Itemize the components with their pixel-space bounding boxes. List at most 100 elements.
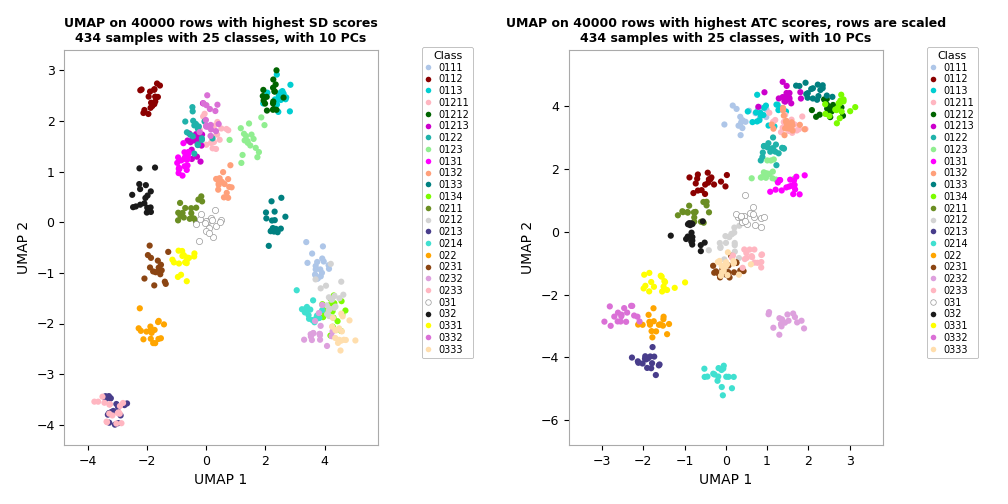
0111 — [321, 261, 337, 269]
0131 — [791, 191, 807, 199]
01212 — [825, 101, 841, 109]
0231 — [140, 251, 156, 259]
0333 — [331, 336, 347, 344]
0113 — [753, 111, 769, 119]
0134 — [325, 323, 341, 331]
0113 — [274, 94, 290, 102]
0213 — [113, 411, 129, 419]
0212 — [327, 304, 343, 312]
0211 — [175, 214, 192, 222]
0122 — [182, 131, 199, 139]
0232 — [771, 331, 787, 339]
0332 — [199, 122, 215, 131]
0332 — [603, 322, 619, 330]
0232 — [773, 321, 789, 329]
01212 — [259, 93, 275, 101]
031 — [734, 213, 750, 221]
0211 — [674, 207, 690, 215]
022 — [143, 335, 159, 343]
0333 — [348, 337, 364, 345]
01212 — [818, 101, 835, 109]
0213 — [117, 401, 133, 409]
01211 — [195, 112, 211, 120]
0131 — [782, 175, 798, 183]
032 — [142, 204, 158, 212]
01213 — [781, 94, 797, 102]
01213 — [771, 94, 787, 102]
0123 — [242, 142, 258, 150]
0133 — [263, 227, 279, 235]
0212 — [731, 254, 747, 262]
0123 — [770, 176, 786, 184]
031 — [736, 213, 752, 221]
0123 — [241, 119, 257, 128]
0131 — [786, 181, 802, 189]
0213 — [642, 352, 658, 360]
022 — [132, 304, 148, 312]
0133 — [818, 92, 835, 100]
031 — [208, 206, 224, 214]
0112 — [689, 170, 706, 178]
0212 — [727, 224, 743, 232]
0112 — [143, 99, 159, 107]
0332 — [606, 312, 622, 321]
0211 — [172, 199, 188, 207]
032 — [132, 201, 148, 209]
0111 — [733, 118, 749, 127]
0333 — [342, 317, 358, 325]
0331 — [175, 251, 192, 259]
0233 — [738, 249, 754, 257]
032 — [139, 204, 155, 212]
0134 — [327, 299, 343, 307]
0133 — [812, 86, 829, 94]
0134 — [326, 313, 342, 322]
0211 — [174, 209, 191, 217]
0131 — [788, 173, 804, 181]
0231 — [708, 267, 724, 275]
0133 — [814, 81, 831, 89]
0123 — [256, 121, 272, 129]
0132 — [784, 127, 800, 135]
0123 — [763, 156, 779, 164]
0213 — [637, 352, 653, 360]
0111 — [312, 266, 329, 274]
0331 — [646, 283, 662, 291]
01213 — [781, 95, 797, 103]
01213 — [780, 95, 796, 103]
0213 — [104, 408, 120, 416]
0331 — [170, 246, 186, 255]
0111 — [309, 258, 326, 266]
0111 — [732, 113, 748, 121]
022 — [655, 322, 671, 330]
0133 — [803, 85, 820, 93]
0131 — [171, 165, 187, 173]
0333 — [714, 268, 730, 276]
0231 — [150, 257, 166, 265]
0123 — [756, 168, 772, 176]
01213 — [183, 155, 200, 163]
0231 — [707, 269, 723, 277]
031 — [213, 216, 229, 224]
031 — [201, 229, 217, 237]
Title: UMAP on 40000 rows with highest SD scores
434 samples with 25 classes, with 10 P: UMAP on 40000 rows with highest SD score… — [65, 17, 378, 45]
0134 — [828, 105, 844, 113]
01212 — [824, 105, 840, 113]
0113 — [269, 71, 285, 79]
0232 — [780, 317, 796, 325]
0332 — [631, 318, 647, 326]
0131 — [173, 156, 190, 164]
032 — [124, 191, 140, 199]
031 — [745, 210, 761, 218]
0111 — [298, 238, 314, 246]
Y-axis label: UMAP 2: UMAP 2 — [521, 221, 535, 274]
0211 — [681, 202, 698, 210]
0112 — [698, 180, 714, 188]
01211 — [204, 134, 220, 142]
0131 — [787, 185, 803, 194]
0232 — [307, 317, 324, 325]
0332 — [624, 302, 640, 310]
0133 — [258, 214, 274, 222]
022 — [150, 335, 166, 343]
0211 — [177, 204, 194, 212]
0131 — [772, 176, 788, 184]
